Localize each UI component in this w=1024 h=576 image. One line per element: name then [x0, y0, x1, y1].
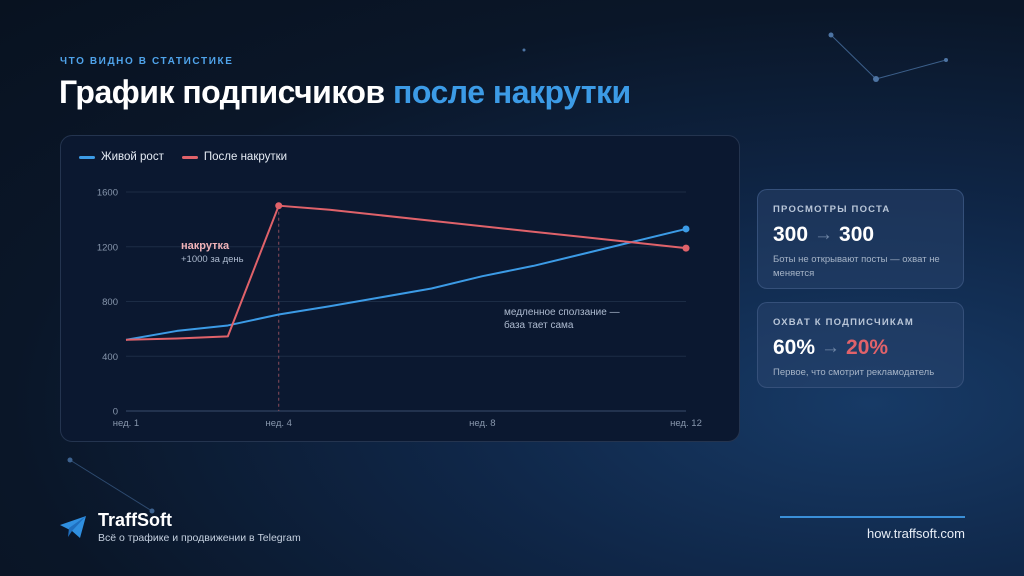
y-tick-label: 1200 — [97, 242, 118, 253]
x-tick-label: нед. 8 — [469, 418, 495, 429]
y-tick-label: 800 — [102, 297, 118, 308]
legend-item-boosted: После накрутки — [181, 151, 288, 163]
stat-to: 300 — [839, 223, 875, 246]
y-tick-label: 400 — [102, 352, 118, 363]
stat-value: 60% → 20% — [773, 336, 948, 360]
series-line-boosted — [125, 204, 687, 341]
page-title: График подписчиков после накрутки — [59, 74, 631, 111]
stat-from: 300 — [773, 223, 809, 246]
title-accent: после накрутки — [393, 74, 631, 110]
brand-tagline: Всё о трафике и продвижении в Telegram — [98, 532, 301, 544]
x-tick-label: нед. 4 — [266, 418, 292, 429]
stat-label: ПРОСМОТРЫ ПОСТА — [773, 204, 891, 215]
arrow-right-icon: → — [821, 337, 841, 358]
x-tick-label: нед. 1 — [113, 418, 139, 429]
annotation-decline-line1: медленное сползание — — [504, 307, 620, 318]
series-end-point-live — [682, 225, 690, 233]
series-line-live — [125, 227, 687, 341]
eyebrow-label: ЧТО ВИДНО В СТАТИСТИКЕ — [60, 56, 234, 67]
footer-divider — [780, 516, 965, 518]
chart-card: 0 400 800 1200 1600 нед. 1 нед. 4 нед. 8 нед. 12… — [60, 135, 740, 442]
line-chart: 0 400 800 1200 1600 нед. 1 нед. 4 нед. 8 нед. 12… — [97, 188, 702, 430]
annotation-spike-title: накрутка — [181, 240, 230, 252]
arrow-right-icon: → — [814, 224, 834, 245]
stat-from: 60% — [773, 336, 816, 359]
legend-item-live: Живой рост — [79, 151, 164, 163]
legend-label-live: Живой рост — [101, 151, 164, 163]
y-tick-label: 0 — [113, 407, 118, 418]
brand-name: TraffSoft — [98, 510, 172, 530]
stat-description: Первое, что смотрит рекламодатель — [773, 367, 935, 378]
annotation-decline-line2: база тает сама — [504, 319, 574, 331]
spike-point — [275, 202, 283, 210]
stat-card-views: ПРОСМОТРЫ ПОСТА 300 → 300 Боты не открыв… — [757, 189, 964, 289]
series-end-point-boosted — [682, 244, 690, 252]
y-tick-label: 1600 — [97, 188, 118, 199]
legend-label-boosted: После накрутки — [203, 151, 288, 163]
footer-url[interactable]: how.traffsoft.com — [866, 526, 965, 541]
stat-description: Боты не открывают посты — охват не меняе… — [773, 254, 940, 279]
chart-legend: Живой рост После накрутки — [79, 151, 287, 163]
x-tick-label: нед. 12 — [670, 418, 702, 429]
telegram-plane-icon — [60, 516, 86, 538]
stat-to: 20% — [846, 336, 889, 359]
stat-label: ОХВАТ К ПОДПИСЧИКАМ — [773, 317, 915, 328]
title-main: График подписчиков — [59, 74, 385, 110]
stat-card-reach: ОХВАТ К ПОДПИСЧИКАМ 60% → 20% Первое, чт… — [757, 302, 964, 388]
annotation-spike-subtitle: +1000 за день — [181, 254, 244, 265]
legend-swatch-live — [79, 155, 95, 159]
stat-value: 300 → 300 — [773, 223, 948, 247]
legend-swatch-boosted — [181, 155, 198, 159]
